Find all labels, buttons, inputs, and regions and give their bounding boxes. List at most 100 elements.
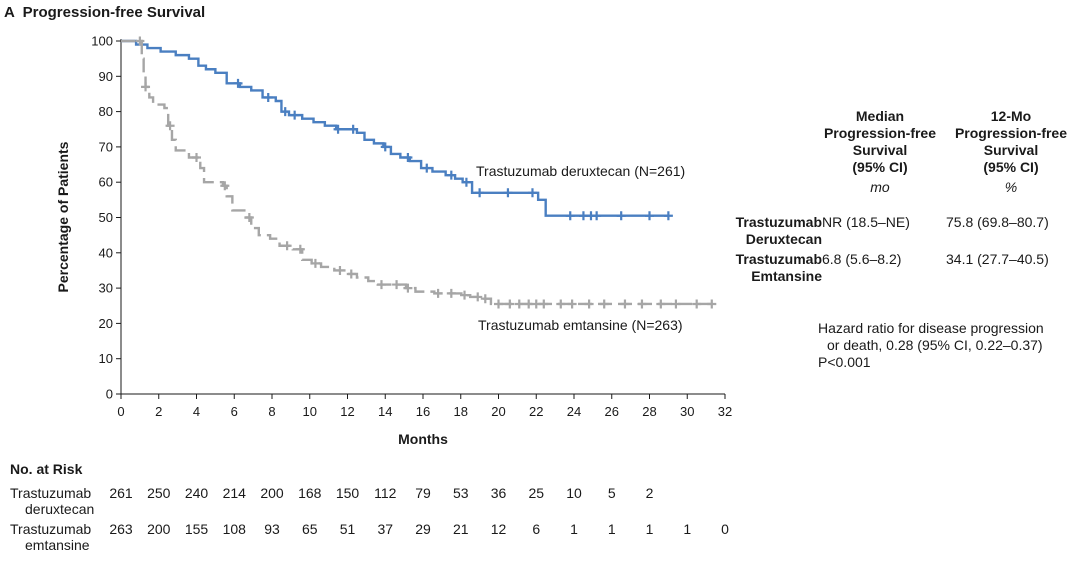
median-header: Median Progression-free Survival (95% CI…: [820, 108, 940, 196]
x-tick-label: 20: [491, 404, 505, 419]
x-tick-label: 10: [303, 404, 317, 419]
censor-mark-emtansine: [141, 82, 151, 92]
median-deruxtecan: NR (18.5–NE): [822, 214, 910, 230]
risk-value: 65: [301, 521, 318, 537]
censor-mark-deruxtecan: [475, 188, 485, 198]
x-tick-label: 22: [529, 404, 543, 419]
row-label-line: Deruxtecan: [745, 231, 822, 247]
censor-mark-emtansine: [392, 280, 402, 290]
censor-mark-deruxtecan: [348, 124, 358, 134]
censor-mark-deruxtecan: [280, 107, 290, 117]
censor-mark-deruxtecan: [233, 78, 243, 88]
censor-mark-emtansine: [135, 36, 145, 46]
censor-mark-emtansine: [346, 269, 356, 279]
x-tick-label: 18: [454, 404, 468, 419]
censor-mark-emtansine: [165, 121, 175, 131]
x-axis-title: Months: [398, 431, 448, 447]
censor-mark-emtansine: [433, 288, 443, 298]
risk-value: 21: [452, 521, 469, 537]
censor-mark-deruxtecan: [446, 170, 456, 180]
risk-value: 37: [377, 521, 394, 537]
risk-value: 214: [222, 485, 246, 501]
risk-value: 108: [222, 521, 246, 537]
risk-value: 263: [109, 521, 133, 537]
risk-label-line: Trastuzumab: [10, 521, 92, 537]
risk-value: 240: [184, 485, 209, 501]
twelve-mo-deruxtecan: 75.8 (69.8–80.7): [946, 214, 1049, 230]
risk-value: 25: [528, 485, 545, 501]
censor-mark-emtansine: [599, 299, 609, 309]
censor-mark-deruxtecan: [263, 92, 273, 102]
panel-title: A Progression-free Survival: [4, 4, 205, 21]
x-tick-label: 12: [340, 404, 354, 419]
x-tick-label: 14: [378, 404, 392, 419]
risk-value: 1: [683, 521, 692, 537]
risk-value: 150: [335, 485, 360, 501]
censor-mark-emtansine: [220, 181, 230, 191]
risk-value: 5: [607, 485, 616, 501]
censor-mark-emtansine: [671, 299, 681, 309]
risk-value: 36: [490, 485, 507, 501]
censor-mark-emtansine: [514, 299, 524, 309]
y-tick-label: 60: [99, 175, 113, 190]
censor-mark-emtansine: [505, 299, 515, 309]
censor-mark-deruxtecan: [333, 124, 343, 134]
stats-row-label-emtansine: Trastuzumab Emtansine: [700, 251, 822, 285]
risk-label-line: deruxtecan: [25, 501, 95, 517]
median-unit: mo: [870, 179, 890, 195]
risk-value: 261: [109, 485, 133, 501]
series-line-deruxtecan: [121, 39, 669, 217]
censor-mark-emtansine: [656, 299, 666, 309]
censor-mark-emtansine: [494, 299, 503, 309]
y-tick-label: 10: [99, 351, 113, 366]
y-tick-label: 70: [99, 139, 113, 154]
x-tick-label: 2: [155, 404, 162, 419]
censor-mark-emtansine: [539, 299, 549, 309]
risk-value: 6: [532, 521, 541, 537]
y-tick-label: 100: [91, 34, 113, 49]
x-tick-label: 24: [567, 404, 581, 419]
y-axis-title: Percentage of Patients: [55, 141, 71, 292]
y-tick-label: 90: [99, 69, 113, 84]
y-tick-label: 30: [99, 281, 113, 296]
median-header-line: (95% CI): [852, 159, 908, 175]
panel-letter: A: [4, 4, 15, 21]
median-emtansine: 6.8 (5.6–8.2): [822, 251, 902, 267]
series-label-emtansine: Trastuzumab emtansine (N=263): [478, 317, 683, 333]
x-tick-label: 16: [416, 404, 430, 419]
risk-value: 1: [607, 521, 616, 537]
censor-mark-emtansine: [556, 299, 566, 309]
chart-series: [121, 36, 717, 309]
censor-mark-emtansine: [295, 244, 305, 254]
risk-label-line: emtansine: [25, 537, 90, 553]
median-header-line: Median: [855, 108, 905, 124]
censor-mark-deruxtecan: [290, 110, 300, 120]
risk-value: 51: [339, 521, 356, 537]
row-label-line: Emtansine: [751, 268, 822, 284]
hazard-ratio-note: Hazard ratio for disease progression or …: [818, 320, 1078, 371]
censor-mark-emtansine: [310, 258, 320, 268]
censor-mark-deruxtecan: [663, 211, 673, 221]
twelve-mo-header-line: Progression-free: [954, 125, 1068, 141]
risk-value: 2: [645, 485, 654, 501]
censor-mark-deruxtecan: [422, 163, 432, 173]
median-header-line: Survival: [852, 142, 908, 158]
censor-mark-emtansine: [376, 280, 386, 290]
risk-table-title: No. at Risk: [10, 461, 83, 477]
series-label-deruxtecan: Trastuzumab deruxtecan (N=261): [476, 163, 685, 179]
row-label-line: Trastuzumab: [735, 214, 822, 230]
censor-mark-emtansine: [584, 299, 594, 309]
censor-mark-emtansine: [480, 294, 490, 304]
y-tick-label: 40: [99, 245, 113, 260]
censor-mark-emtansine: [244, 213, 254, 222]
x-tick-label: 28: [642, 404, 656, 419]
censor-mark-emtansine: [707, 299, 717, 309]
median-header-line: Progression-free: [823, 125, 937, 141]
censor-mark-emtansine: [620, 299, 630, 309]
twelve-mo-header-line: 12-Mo: [990, 108, 1032, 124]
risk-value: 53: [452, 485, 469, 501]
hazard-line: Hazard ratio for disease progression: [818, 320, 1044, 336]
censor-mark-emtansine: [192, 152, 201, 162]
